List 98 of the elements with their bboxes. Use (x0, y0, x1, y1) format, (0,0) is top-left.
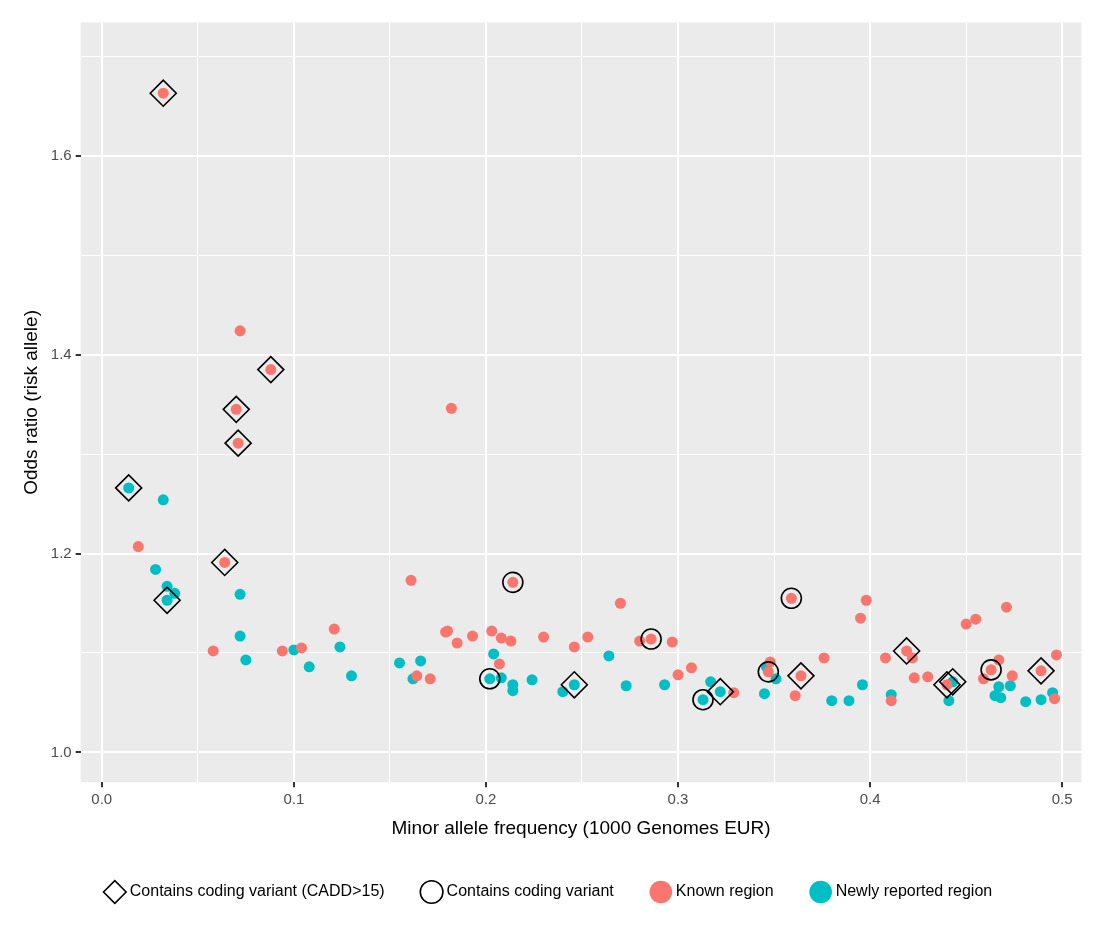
point (922, 671, 934, 683)
point (451, 637, 463, 649)
point (879, 652, 891, 664)
point (207, 645, 219, 657)
point (1035, 694, 1047, 706)
point (614, 597, 626, 609)
x-tick-label: 0.0 (91, 790, 113, 808)
point (787, 662, 815, 690)
point (153, 586, 181, 615)
point (394, 657, 406, 669)
y-tick-label: 1.2 (50, 543, 72, 561)
point (328, 623, 340, 635)
point (415, 655, 427, 667)
point (210, 548, 239, 577)
point (855, 612, 867, 624)
legend-label: Newly reported region (835, 882, 993, 900)
point (960, 618, 972, 630)
point (672, 669, 684, 681)
point (257, 355, 285, 384)
point (1020, 696, 1032, 708)
point (843, 695, 855, 707)
point (980, 659, 1002, 681)
x-tick-label: 0.4 (859, 790, 881, 808)
point (666, 636, 678, 648)
point (495, 632, 507, 644)
y-tick-label: 1.0 (50, 742, 72, 760)
point (620, 680, 632, 692)
point (526, 674, 538, 686)
point (582, 631, 594, 643)
point (538, 631, 550, 643)
point (692, 688, 714, 711)
point (758, 688, 770, 700)
point (856, 679, 868, 691)
legend-label: Contains coding variant (446, 882, 615, 900)
point (345, 670, 357, 682)
point (240, 654, 252, 666)
point (486, 625, 498, 637)
point (493, 658, 505, 670)
x-tick-label: 0.3 (667, 790, 689, 808)
point (488, 648, 500, 660)
point (1006, 670, 1018, 682)
point (970, 613, 982, 625)
point (222, 395, 251, 424)
x-tick-label: 0.2 (475, 790, 497, 808)
point (908, 672, 920, 684)
point (505, 635, 517, 647)
point (157, 494, 169, 506)
point (150, 563, 162, 575)
point (780, 587, 803, 610)
y-tick-label: 1.4 (50, 344, 72, 362)
point (1000, 601, 1012, 613)
point (995, 692, 1007, 704)
point (892, 637, 921, 665)
point (234, 588, 246, 600)
point (933, 670, 961, 699)
point (296, 642, 308, 654)
point (640, 628, 662, 650)
point (826, 695, 838, 707)
legend-label: Contains coding variant (CADD>15) (129, 882, 385, 900)
point (467, 630, 478, 642)
point (411, 670, 423, 682)
y-tick-label: 1.6 (50, 145, 72, 163)
y-axis-title: Odds ratio (risk allele) (19, 310, 41, 495)
x-tick-label: 0.1 (283, 790, 305, 808)
point (568, 641, 580, 653)
point (1049, 693, 1061, 705)
point (234, 325, 246, 337)
point (789, 690, 801, 702)
point (132, 541, 144, 553)
point (502, 571, 524, 594)
point (993, 681, 1005, 693)
point (757, 661, 780, 683)
point (603, 650, 615, 662)
point (276, 645, 288, 657)
point (224, 429, 252, 457)
point (938, 667, 967, 696)
point (706, 677, 735, 706)
point (149, 79, 178, 107)
point (560, 670, 589, 699)
point (303, 661, 315, 673)
point (1004, 680, 1016, 692)
point (818, 652, 830, 664)
point (405, 574, 417, 586)
point (1050, 649, 1062, 661)
point (445, 402, 457, 414)
x-axis-title: Minor allele frequency (1000 Genomes EUR) (391, 816, 771, 838)
point (114, 474, 143, 502)
legend-label: Known region (675, 882, 774, 900)
point (234, 630, 246, 642)
point (659, 679, 671, 691)
point (424, 673, 436, 685)
point (885, 695, 897, 707)
point (334, 641, 346, 653)
point (1027, 657, 1055, 685)
point (860, 594, 872, 606)
point (478, 668, 501, 690)
point (685, 662, 697, 674)
x-tick-label: 0.5 (1051, 790, 1073, 808)
